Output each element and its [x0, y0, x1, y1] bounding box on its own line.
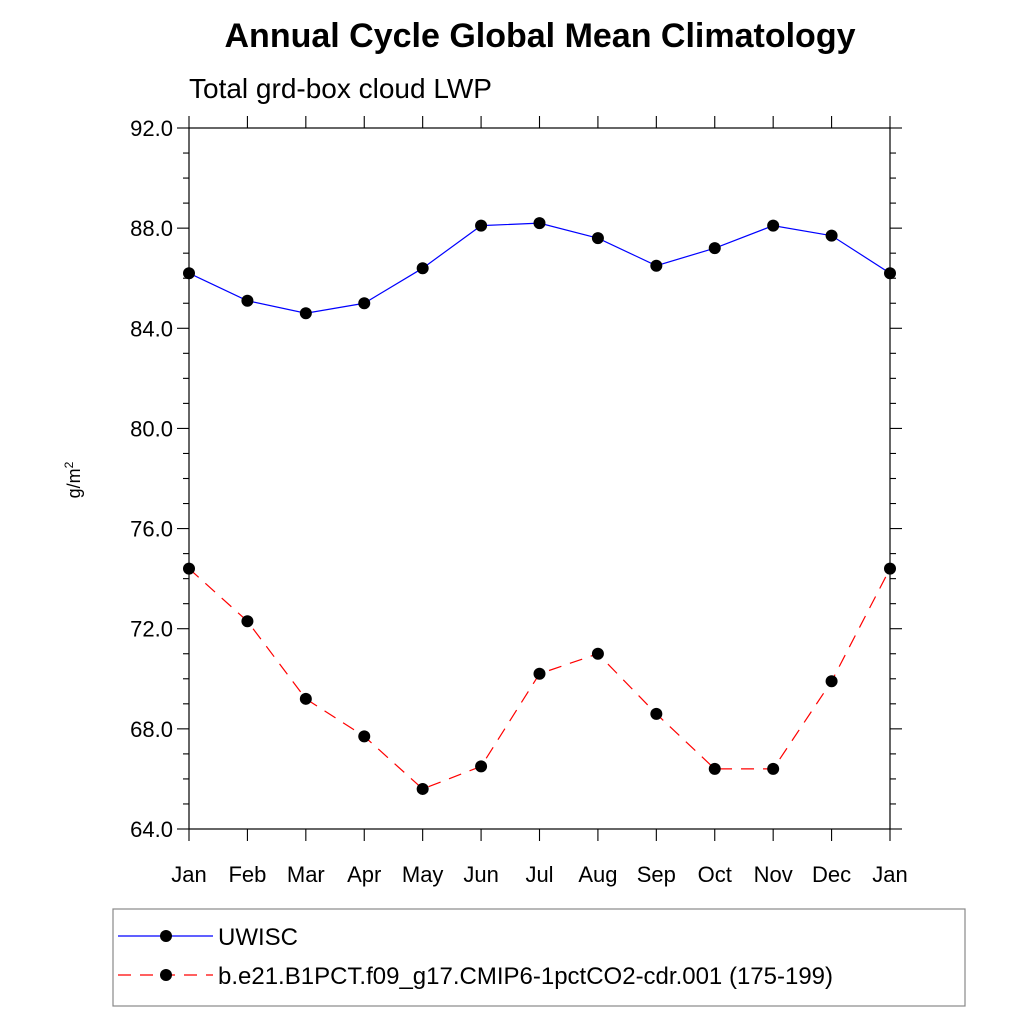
- x-tick-label: Oct: [698, 862, 732, 887]
- series-layer: [183, 217, 896, 795]
- y-tick-label: 64.0: [130, 817, 173, 842]
- data-point-series-1: [358, 730, 371, 743]
- data-point-series-1: [825, 675, 838, 688]
- data-point-series-1: [650, 707, 663, 720]
- plot-frame: [188, 127, 891, 830]
- chart-title: Annual Cycle Global Mean Climatology: [225, 17, 856, 55]
- x-tick-label: Feb: [228, 862, 266, 887]
- data-point-series-0: [416, 262, 429, 275]
- x-tick-label: Sep: [637, 862, 676, 887]
- data-point-series-0: [358, 297, 371, 310]
- legend-label-cmip6: b.e21.B1PCT.f09_g17.CMIP6-1pctCO2-cdr.00…: [218, 963, 833, 990]
- data-point-series-0: [650, 259, 663, 272]
- y-tick-label: 76.0: [130, 517, 173, 542]
- y-tick-label: 92.0: [130, 116, 173, 141]
- x-tick-label: Apr: [347, 862, 381, 887]
- tick-labels: 64.0 68.0 72.0 76.0 80.0 84.0 88.0 92.0 Jan Feb Ma…: [130, 116, 908, 887]
- x-tick-label: Jul: [525, 862, 553, 887]
- x-tick-label: Nov: [754, 862, 793, 887]
- x-tick-label: Aug: [578, 862, 617, 887]
- y-tick-label: 88.0: [130, 216, 173, 241]
- data-point-series-1: [591, 647, 604, 660]
- chart-subtitle: Total grd-box cloud LWP: [189, 73, 492, 104]
- data-point-series-1: [416, 782, 429, 795]
- y-axis-label-text: g/m: [64, 468, 84, 498]
- data-point-series-1: [241, 615, 254, 628]
- data-point-series-0: [591, 232, 604, 245]
- legend-box: [112, 908, 966, 1007]
- y-axis-label: g/m2: [62, 461, 84, 498]
- data-point-series-1: [767, 762, 780, 775]
- y-tick-label: 72.0: [130, 617, 173, 642]
- y-axis-label-superscript: 2: [62, 461, 76, 468]
- data-point-series-1: [533, 667, 546, 680]
- data-point-series-1: [708, 762, 721, 775]
- legend: UWISC b.e21.B1PCT.f09_g17.CMIP6-1pctCO2-…: [112, 908, 966, 1007]
- x-tick-label: Dec: [812, 862, 851, 887]
- x-tick-label: Jan: [872, 862, 907, 887]
- x-tick-label: May: [402, 862, 444, 887]
- data-point-series-0: [708, 242, 721, 255]
- series-line-0: [188, 222, 891, 314]
- axis-ticks: [177, 116, 902, 841]
- y-tick-label: 68.0: [130, 717, 173, 742]
- data-point-series-0: [299, 307, 312, 320]
- legend-marker-uwisc: [160, 930, 172, 942]
- x-tick-label: Jun: [463, 862, 498, 887]
- data-point-series-0: [475, 219, 488, 232]
- data-point-series-1: [475, 760, 488, 773]
- data-point-series-0: [533, 217, 546, 230]
- legend-label-uwisc: UWISC: [218, 924, 298, 951]
- x-tick-label: Mar: [287, 862, 325, 887]
- data-point-series-1: [299, 692, 312, 705]
- legend-marker-cmip6: [160, 969, 172, 981]
- y-tick-label: 84.0: [130, 316, 173, 341]
- data-point-series-0: [241, 294, 254, 307]
- data-point-series-0: [767, 219, 780, 232]
- y-tick-label: 80.0: [130, 416, 173, 441]
- data-point-series-0: [825, 229, 838, 242]
- x-tick-label: Jan: [171, 862, 206, 887]
